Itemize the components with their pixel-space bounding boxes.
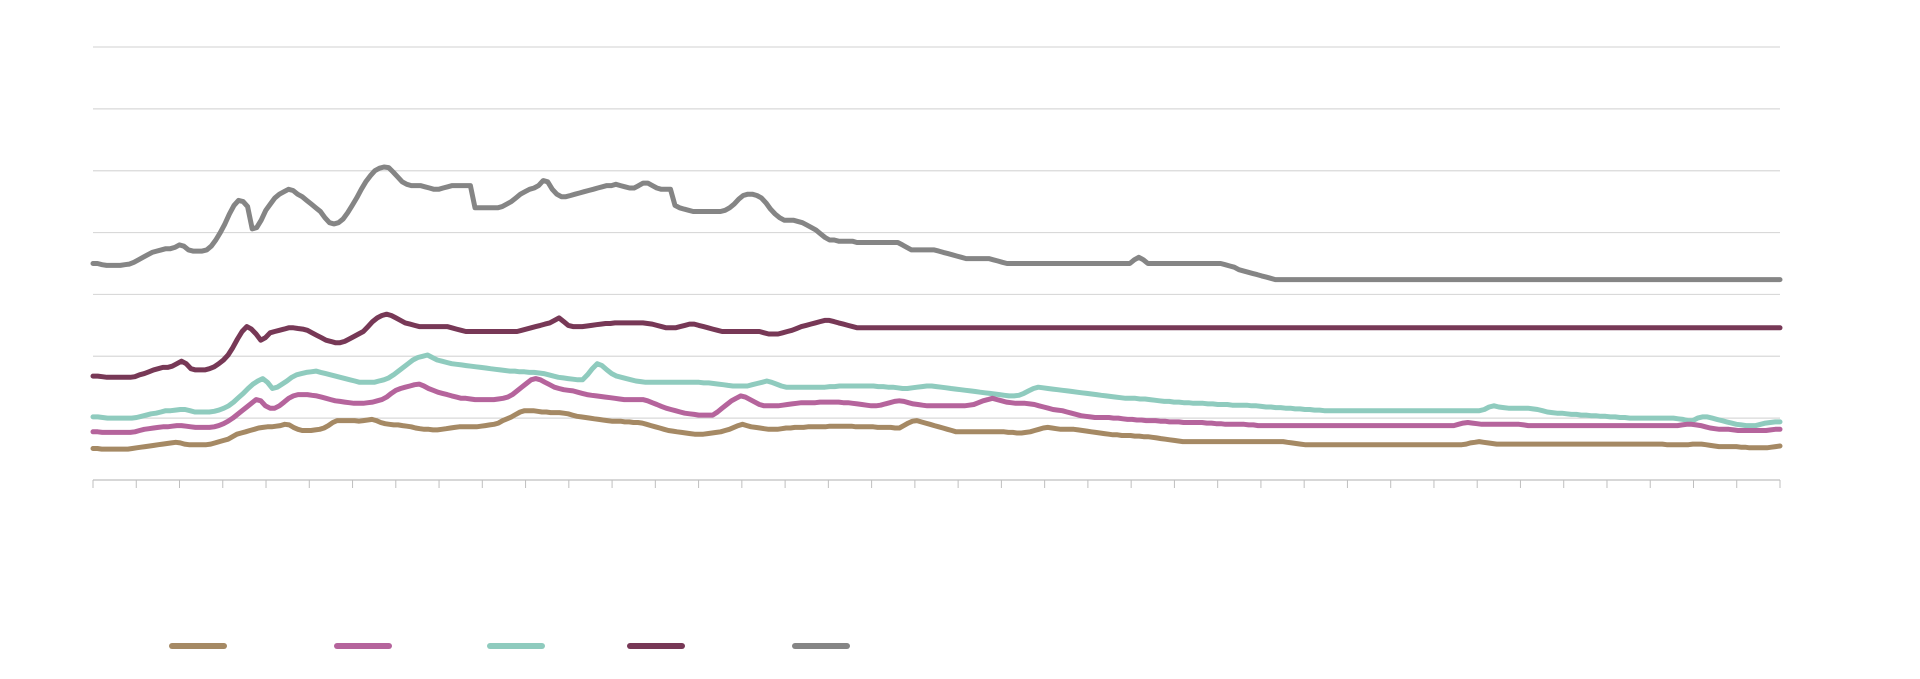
series-line-3 [90,352,1783,429]
gridlines [93,46,1780,481]
plot-area [90,164,1783,452]
series-line-2 [90,376,1783,435]
x-axis-ticks [92,480,1781,488]
series-line-1 [90,408,1783,452]
series-line-4 [90,311,1783,380]
series-line-5 [90,164,1783,283]
